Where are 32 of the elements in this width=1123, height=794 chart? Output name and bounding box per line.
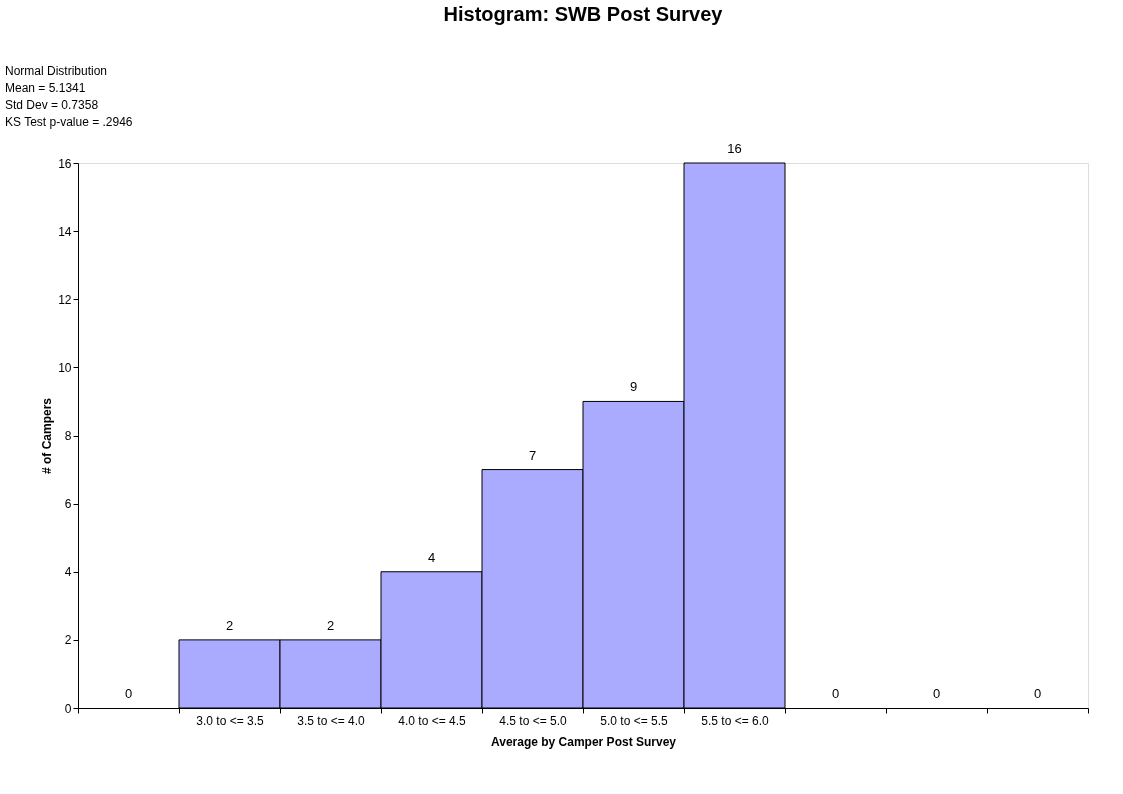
x-tick-label: 3.5 to <= 4.0 — [297, 713, 366, 728]
text: Normal Distribution — [5, 64, 108, 78]
y-tick-label: 2 — [64, 633, 72, 648]
text: KS Test p-value = .2946 — [5, 115, 133, 129]
data-label: 0 — [831, 686, 840, 701]
y-tick-label: 10 — [58, 360, 72, 375]
y-axis-title: # of Campers — [40, 397, 55, 475]
y-tick-label: 14 — [58, 224, 72, 239]
data-label: 0 — [124, 686, 133, 701]
data-label: 2 — [225, 617, 234, 633]
y-tick-label: 6 — [64, 497, 72, 512]
data-label: 7 — [528, 447, 537, 463]
y-tick-label: 16 — [58, 156, 72, 171]
y-tick-label: 0 — [64, 701, 72, 716]
x-axis-title: Average by Camper Post Survey — [491, 734, 677, 749]
data-label: 9 — [629, 379, 638, 395]
data-label: 16 — [727, 141, 742, 156]
x-tick-label: 4.0 to <= 4.5 — [398, 713, 467, 728]
text: Std Dev = 0.7358 — [5, 98, 99, 112]
data-label: 0 — [1033, 686, 1042, 701]
chart-title: Histogram: SWB Post Survey — [443, 3, 724, 25]
text: Mean = 5.1341 — [5, 81, 86, 95]
y-tick-label: 4 — [64, 565, 72, 580]
data-label: 2 — [326, 617, 335, 633]
x-tick-label: 5.0 to <= 5.5 — [600, 713, 669, 728]
y-tick-label: 8 — [64, 429, 72, 443]
x-tick-label: 5.5 to <= 6.0 — [701, 713, 770, 728]
data-label: 4 — [427, 549, 436, 565]
x-tick-label: 4.5 to <= 5.0 — [499, 713, 568, 728]
data-label: 0 — [932, 686, 941, 701]
x-tick-label: 3.0 to <= 3.5 — [196, 713, 265, 728]
y-tick-label: 12 — [58, 292, 72, 307]
